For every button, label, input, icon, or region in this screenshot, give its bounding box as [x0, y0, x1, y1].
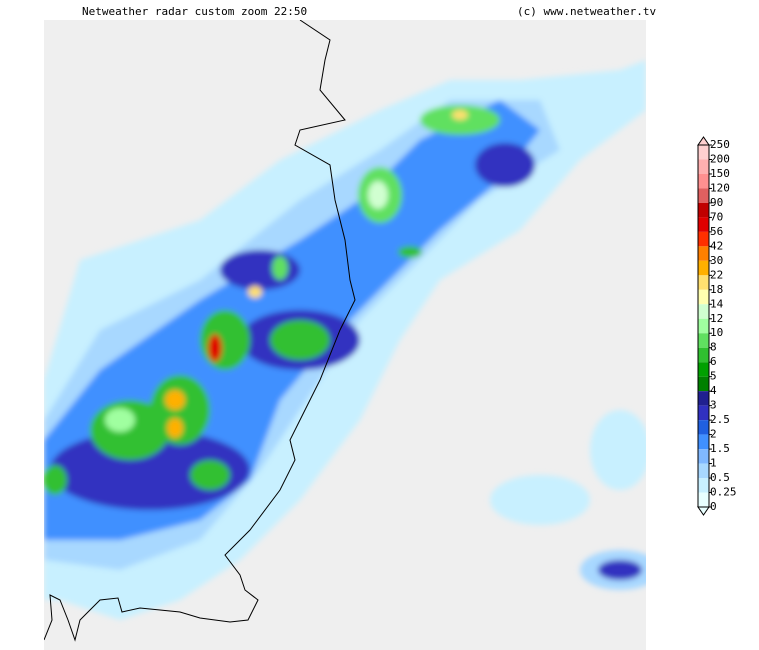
legend-swatch: [698, 260, 709, 276]
legend-label: 150: [710, 167, 730, 180]
legend-label: 200: [710, 152, 730, 165]
legend-tip: [697, 136, 710, 146]
map: [44, 20, 646, 650]
title: Netweather radar custom zoom 22:50: [82, 5, 307, 18]
legend-swatch: [698, 246, 709, 261]
legend-swatch: [698, 463, 709, 479]
legend-swatch: [698, 376, 709, 392]
legend-swatch: [698, 173, 709, 189]
legend-label: 3: [710, 399, 717, 412]
legend-swatch: [698, 391, 709, 406]
legend-label: 5: [710, 370, 717, 383]
legend-label: 56: [710, 225, 723, 238]
legend-swatch: [698, 318, 709, 334]
legend-label: 1: [710, 457, 717, 470]
legend-swatch: [698, 217, 709, 232]
legend-label: 4: [710, 384, 717, 397]
legend-swatch: [698, 420, 709, 435]
legend-label: 42: [710, 239, 723, 252]
legend-swatch: [698, 434, 709, 450]
legend-swatch: [698, 449, 709, 464]
legend-swatch: [698, 362, 709, 377]
legend-label: 2.5: [710, 413, 730, 426]
legend-swatch: [698, 405, 709, 421]
legend-swatch: [698, 202, 709, 218]
legend-label: 120: [710, 181, 730, 194]
legend-frame: [697, 144, 710, 508]
legend-label: 8: [710, 341, 717, 354]
legend-label: 70: [710, 210, 723, 223]
legend-swatch: [698, 304, 709, 319]
legend-label: 22: [710, 268, 723, 281]
legend-swatch: [698, 231, 709, 247]
legend-label: 1.5: [710, 442, 730, 455]
legend: 25020015012090705642302218141210865432.5…: [697, 136, 737, 516]
legend-label: 14: [710, 297, 724, 310]
legend-label: 6: [710, 355, 717, 368]
legend-swatch: [698, 188, 709, 203]
legend-label: 10: [710, 326, 723, 339]
coastline: [44, 20, 356, 642]
legend-swatch: [698, 333, 709, 348]
legend-swatch: [698, 492, 709, 507]
legend-swatch: [698, 275, 709, 290]
legend-label: 0: [710, 500, 717, 513]
legend-swatch: [698, 145, 709, 160]
legend-label: 250: [710, 138, 730, 151]
legend-label: 30: [710, 254, 723, 267]
legend-swatch: [698, 478, 709, 493]
legend-label: 2: [710, 428, 717, 441]
legend-label: 0.25: [710, 486, 737, 499]
legend-tip: [697, 506, 710, 516]
legend-label: 0.5: [710, 471, 730, 484]
legend-swatch: [698, 159, 709, 174]
legend-swatch: [698, 289, 709, 305]
copyright: (c) www.netweather.tv: [517, 5, 656, 18]
legend-swatch: [698, 347, 709, 363]
radar-echoes: [44, 60, 646, 620]
legend-label: 12: [710, 312, 723, 325]
legend-label: 18: [710, 283, 723, 296]
legend-label: 90: [710, 196, 723, 209]
